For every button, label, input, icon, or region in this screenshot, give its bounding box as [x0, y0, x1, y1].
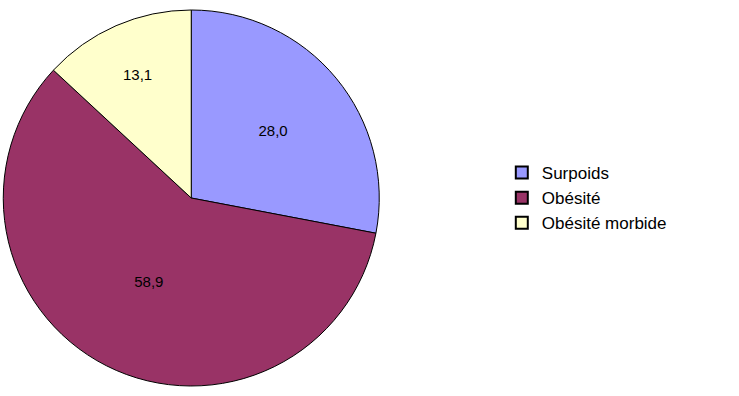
svg-text:Surpoids: Surpoids: [542, 164, 609, 183]
svg-text:Obésité morbide: Obésité morbide: [542, 214, 667, 233]
svg-text:Obésité: Obésité: [542, 189, 601, 208]
svg-text:13,1: 13,1: [123, 66, 152, 83]
svg-text:58,9: 58,9: [134, 273, 163, 290]
svg-text:28,0: 28,0: [258, 122, 287, 139]
